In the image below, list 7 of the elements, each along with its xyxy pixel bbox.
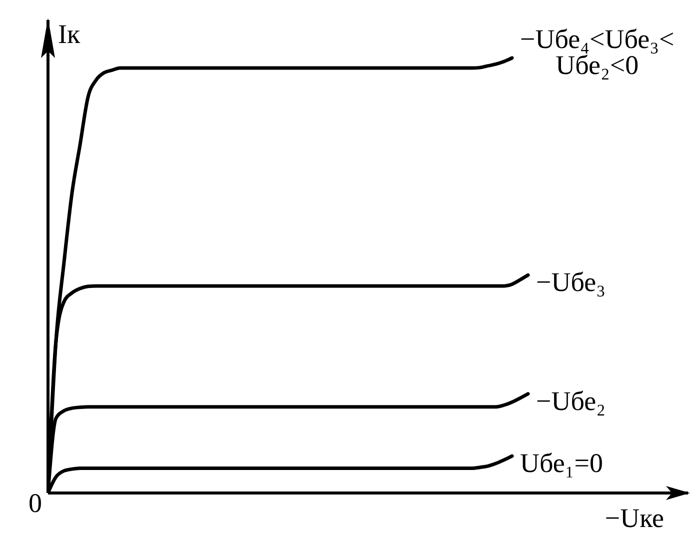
y-axis-title: Iк (58, 19, 81, 49)
series-label: −Uбе₄<Uбе₃<Uбе₂<0 (520, 24, 674, 80)
series-label: Uбе₁=0 (520, 448, 604, 478)
series-label: −Uбе₃ (536, 267, 606, 298)
text: 0 (28, 488, 42, 518)
series-label: −Uбе₂ (536, 386, 606, 416)
x-axis-title: −Uке (604, 503, 664, 533)
